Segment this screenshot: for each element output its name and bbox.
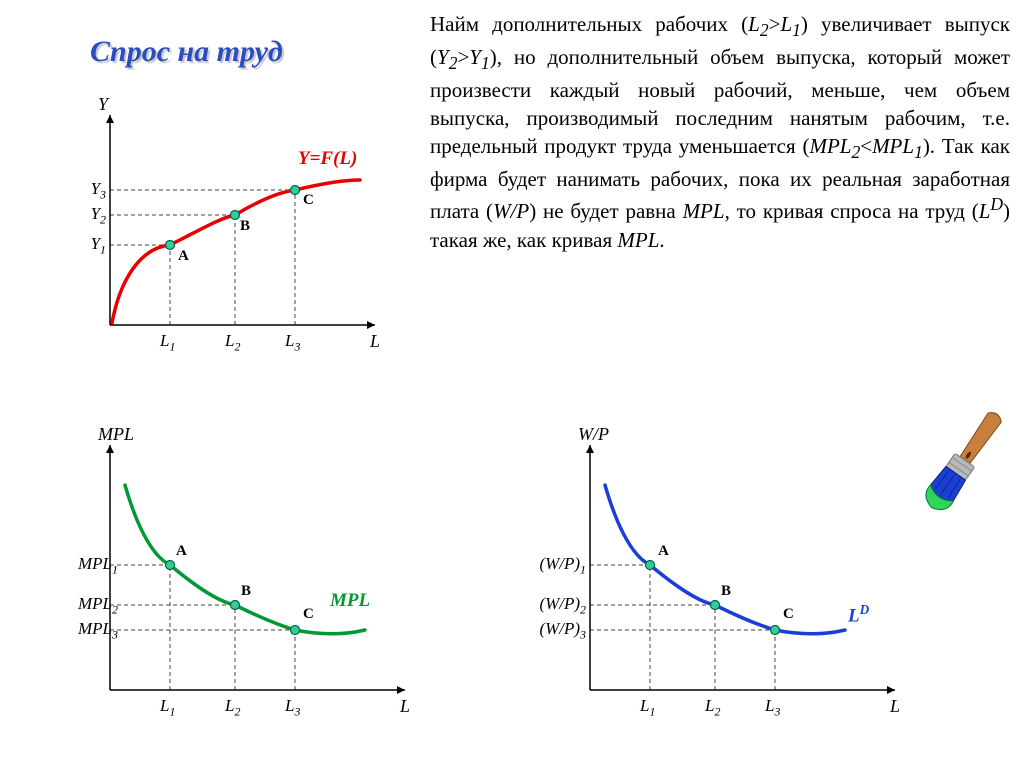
point-label: B — [240, 218, 250, 235]
y-tick: (W/P)2 — [516, 594, 586, 617]
chart-labor-demand: W/PLL1L2L3(W/P)1(W/P)2(W/P)3ABCLD — [480, 430, 910, 740]
x-tick: L3 — [285, 331, 300, 354]
y-tick: (W/P)3 — [516, 619, 586, 642]
point-label: C — [303, 192, 314, 209]
curve-label: Y=F(L) — [298, 148, 357, 170]
chart-production: YLL1L2L3Y1Y2Y3ABCY=F(L) — [60, 100, 390, 360]
y-tick: (W/P)1 — [516, 554, 586, 577]
y-tick: Y1 — [78, 234, 106, 257]
point-label: C — [783, 606, 794, 623]
y-axis-label: MPL — [98, 424, 134, 445]
y-tick: MPL2 — [78, 594, 106, 617]
point-label: C — [303, 606, 314, 623]
point-label: B — [721, 583, 731, 600]
y-tick: Y2 — [78, 204, 106, 227]
x-tick: L3 — [285, 696, 300, 719]
chart-mpl: MPLLL1L2L3MPL1MPL2MPL3ABCMPL — [20, 430, 420, 740]
y-tick: MPL3 — [78, 619, 106, 642]
y-axis-label: W/P — [578, 424, 609, 445]
paintbrush-icon — [910, 412, 1005, 527]
x-tick: L2 — [705, 696, 720, 719]
curve-label: MPL — [330, 590, 370, 612]
point-label: A — [178, 248, 189, 265]
y-tick: Y3 — [78, 179, 106, 202]
x-axis-label: L — [400, 696, 410, 717]
curve-label: LD — [848, 602, 869, 627]
point-label: B — [241, 583, 251, 600]
x-axis-label: L — [890, 696, 900, 717]
x-tick: L2 — [225, 696, 240, 719]
point-label: A — [658, 543, 669, 560]
x-axis-label: L — [370, 331, 380, 352]
slide-title: Спрос на труд — [90, 35, 283, 69]
x-tick: L3 — [765, 696, 780, 719]
x-tick: L2 — [225, 331, 240, 354]
x-tick: L1 — [160, 331, 175, 354]
body-paragraph: Найм дополнительных рабочих (L2>L1) увел… — [430, 10, 1010, 254]
y-axis-label: Y — [98, 94, 108, 115]
x-tick: L1 — [160, 696, 175, 719]
y-tick: MPL1 — [78, 554, 106, 577]
x-tick: L1 — [640, 696, 655, 719]
point-label: A — [176, 543, 187, 560]
